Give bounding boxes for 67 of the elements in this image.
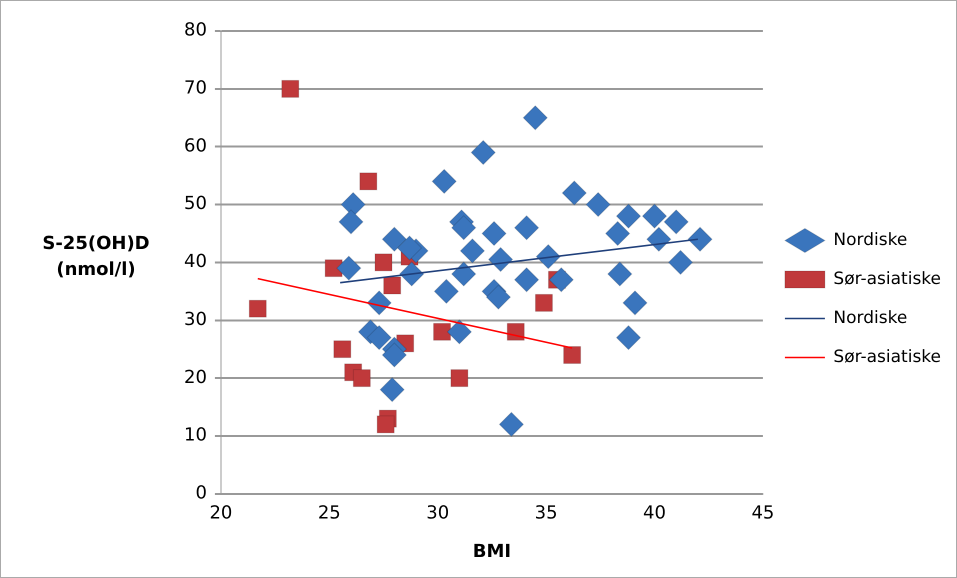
point <box>338 209 364 234</box>
point <box>664 209 689 234</box>
x-tick-label: 25 <box>318 502 341 524</box>
y-tick-label: 50 <box>184 193 207 214</box>
point <box>450 369 468 388</box>
point <box>534 294 553 312</box>
point <box>397 235 422 260</box>
y-axis-title: S-25(OH)D (nmol/l) <box>41 232 151 282</box>
point <box>432 168 457 194</box>
point <box>622 290 648 316</box>
legend-label: Sør-asiatiske <box>833 346 942 367</box>
x-axis-title: BMI <box>472 540 512 562</box>
legend-label: Sør-asiatiske <box>833 268 942 289</box>
x-tick-label: 45 <box>751 502 774 524</box>
point <box>562 180 587 206</box>
point <box>380 377 405 402</box>
y-tick-label: 70 <box>184 78 207 99</box>
point <box>433 322 452 341</box>
point <box>374 253 392 272</box>
x-tick-label: 20 <box>209 502 232 524</box>
point <box>586 192 611 218</box>
y-tick-label: 0 <box>195 482 207 504</box>
point <box>451 261 476 286</box>
legend-label: Nordiske <box>833 308 908 328</box>
point <box>616 325 641 350</box>
point <box>514 267 540 292</box>
point <box>616 204 641 229</box>
x-tick-label: 30 <box>426 502 450 524</box>
point <box>336 256 362 281</box>
y-tick-label: 30 <box>184 308 207 330</box>
point <box>522 105 548 130</box>
point <box>548 267 574 292</box>
point <box>482 220 507 246</box>
point <box>434 278 459 304</box>
point <box>498 412 524 437</box>
point <box>642 204 668 229</box>
point <box>383 276 402 295</box>
point <box>333 340 352 358</box>
point <box>366 325 392 350</box>
point <box>359 172 378 190</box>
y-tick-label: 60 <box>184 135 207 156</box>
y-tick-label: 80 <box>184 20 207 41</box>
point <box>460 238 485 264</box>
point <box>470 140 496 165</box>
point <box>446 319 472 344</box>
y-tick-label: 40 <box>184 251 207 272</box>
point <box>688 226 713 252</box>
point <box>563 346 582 364</box>
point <box>646 226 672 252</box>
point <box>607 261 632 286</box>
point <box>382 226 407 252</box>
point <box>352 369 371 388</box>
point <box>382 342 407 368</box>
point <box>514 215 540 240</box>
y-tick-label: 10 <box>184 424 207 446</box>
point <box>668 250 694 275</box>
point <box>488 247 514 272</box>
point <box>248 300 267 318</box>
x-tick-label: 40 <box>643 502 666 524</box>
legend-label: Nordiske <box>833 230 908 250</box>
point <box>486 284 511 310</box>
x-tick-label: 35 <box>534 502 558 524</box>
y-tick-label: 20 <box>184 366 207 388</box>
point <box>451 215 476 240</box>
point <box>605 220 630 246</box>
point <box>376 415 395 434</box>
point <box>281 80 300 98</box>
